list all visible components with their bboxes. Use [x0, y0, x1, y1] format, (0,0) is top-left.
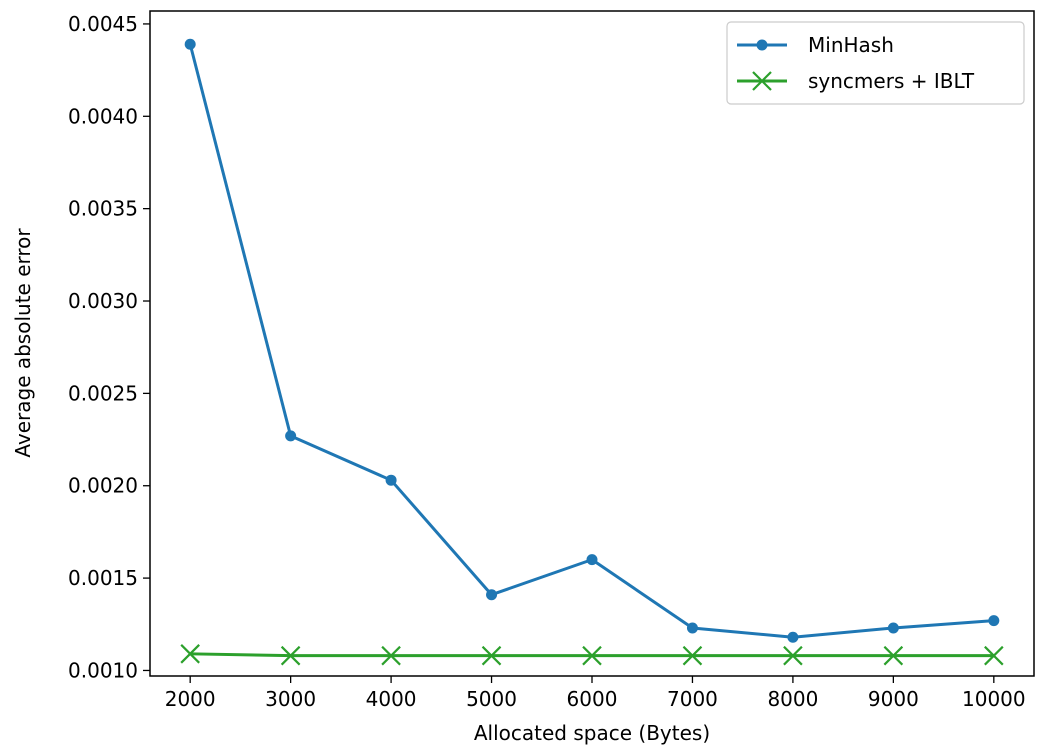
x-tick-label: 3000	[265, 687, 316, 711]
plot-layer	[180, 38, 1004, 666]
x-tick-label: 8000	[767, 687, 818, 711]
data-point-minhash	[586, 554, 598, 566]
data-point-syncmers-iblt	[180, 644, 200, 664]
x-tick-label: 10000	[962, 687, 1026, 711]
y-axis-label: Average absolute error	[11, 228, 35, 458]
data-point-syncmers-iblt	[883, 645, 904, 666]
data-point-minhash	[787, 631, 799, 643]
legend: MinHash syncmers + IBLT	[726, 21, 1025, 105]
legend-label-minhash: MinHash	[808, 33, 894, 57]
x-tick-label: 9000	[868, 687, 919, 711]
y-tick-label: 0.0015	[68, 566, 138, 590]
data-point-minhash	[486, 589, 498, 601]
legend-box	[726, 21, 1025, 105]
data-point-syncmers-iblt	[280, 645, 301, 666]
x-tick-label: 5000	[466, 687, 517, 711]
legend-swatch-syncmers-marker	[752, 71, 772, 91]
data-point-syncmers-iblt	[481, 645, 502, 666]
data-point-syncmers-iblt	[682, 645, 703, 666]
data-point-minhash	[887, 622, 899, 634]
x-tick-label: 4000	[366, 687, 417, 711]
x-axis-label: Allocated space (Bytes)	[474, 721, 710, 745]
data-point-syncmers-iblt	[984, 645, 1004, 666]
y-tick-label: 0.0025	[68, 381, 138, 405]
data-point-minhash	[285, 430, 297, 442]
x-axis-ticks: 2000 3000 4000 5000 6000 7000 8000 9000 10000	[165, 676, 1026, 711]
data-point-syncmers-iblt	[582, 645, 602, 666]
y-axis-ticks: 0.0010 0.0015 0.0020 0.0025 0.0030 0.0035 0.00…	[68, 12, 150, 682]
legend-label-syncmers-iblt: syncmers + IBLT	[808, 69, 975, 93]
y-tick-label: 0.0030	[68, 289, 138, 313]
y-tick-label: 0.0045	[68, 12, 138, 36]
legend-swatch-minhash-marker	[756, 39, 768, 51]
x-tick-label: 7000	[667, 687, 718, 711]
y-tick-label: 0.0010	[68, 658, 138, 682]
x-tick-label: 6000	[567, 687, 618, 711]
data-point-minhash	[184, 38, 196, 50]
y-tick-label: 0.0035	[68, 197, 138, 221]
data-point-syncmers-iblt	[381, 645, 401, 666]
data-point-minhash	[988, 615, 1000, 627]
data-point-minhash	[385, 474, 397, 486]
data-point-minhash	[686, 622, 698, 634]
y-tick-label: 0.0040	[68, 104, 138, 128]
x-tick-label: 2000	[165, 687, 216, 711]
y-tick-label: 0.0020	[68, 474, 138, 498]
data-point-syncmers-iblt	[783, 645, 803, 666]
